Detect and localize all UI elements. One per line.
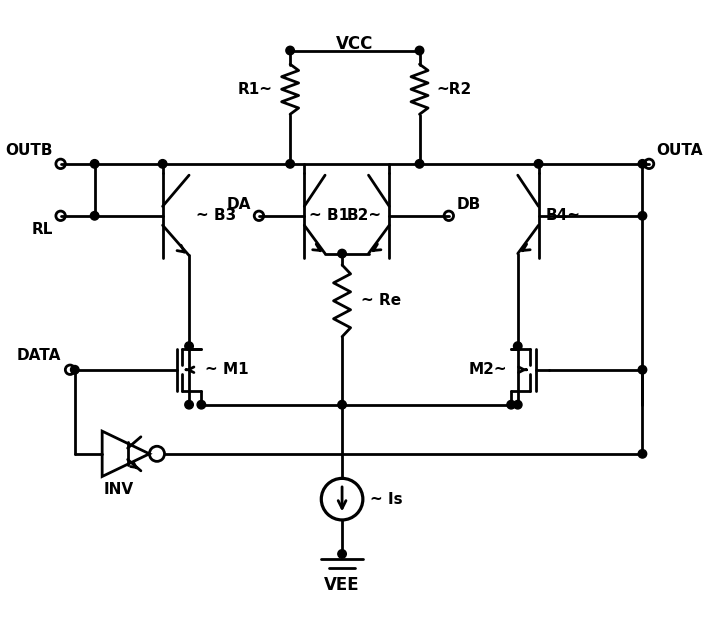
Text: VCC: VCC	[335, 35, 373, 53]
Circle shape	[185, 401, 194, 409]
Circle shape	[638, 365, 647, 374]
Circle shape	[197, 401, 206, 409]
Circle shape	[185, 342, 194, 350]
Text: INV: INV	[104, 482, 133, 497]
Circle shape	[638, 160, 647, 168]
Text: VEE: VEE	[324, 576, 360, 594]
Text: ~ B3: ~ B3	[196, 208, 236, 223]
Circle shape	[535, 160, 543, 168]
Text: OUTA: OUTA	[657, 143, 703, 158]
Circle shape	[158, 160, 167, 168]
Text: ~ Re: ~ Re	[361, 293, 401, 308]
Text: ~ M1: ~ M1	[205, 362, 249, 377]
Circle shape	[70, 365, 79, 374]
Circle shape	[513, 401, 522, 409]
Text: OUTB: OUTB	[6, 143, 53, 158]
Circle shape	[337, 249, 346, 258]
Text: RL: RL	[32, 223, 53, 238]
Circle shape	[337, 550, 346, 558]
Text: ~R2: ~R2	[437, 82, 471, 97]
Text: DATA: DATA	[16, 348, 60, 363]
Circle shape	[286, 160, 294, 168]
Circle shape	[638, 450, 647, 458]
Circle shape	[90, 160, 99, 168]
Text: ~ Is: ~ Is	[370, 492, 403, 506]
Text: B2~: B2~	[347, 208, 381, 223]
Circle shape	[286, 47, 294, 55]
Text: DB: DB	[457, 197, 481, 212]
Circle shape	[415, 160, 424, 168]
Text: M2~: M2~	[469, 362, 508, 377]
Circle shape	[337, 401, 346, 409]
Circle shape	[90, 211, 99, 220]
Text: R1~: R1~	[238, 82, 273, 97]
Text: ~ B1: ~ B1	[309, 208, 349, 223]
Circle shape	[638, 211, 647, 220]
Text: DA: DA	[227, 197, 252, 212]
Circle shape	[507, 401, 515, 409]
Text: B4~: B4~	[546, 208, 581, 223]
Circle shape	[513, 342, 522, 350]
Circle shape	[415, 47, 424, 55]
